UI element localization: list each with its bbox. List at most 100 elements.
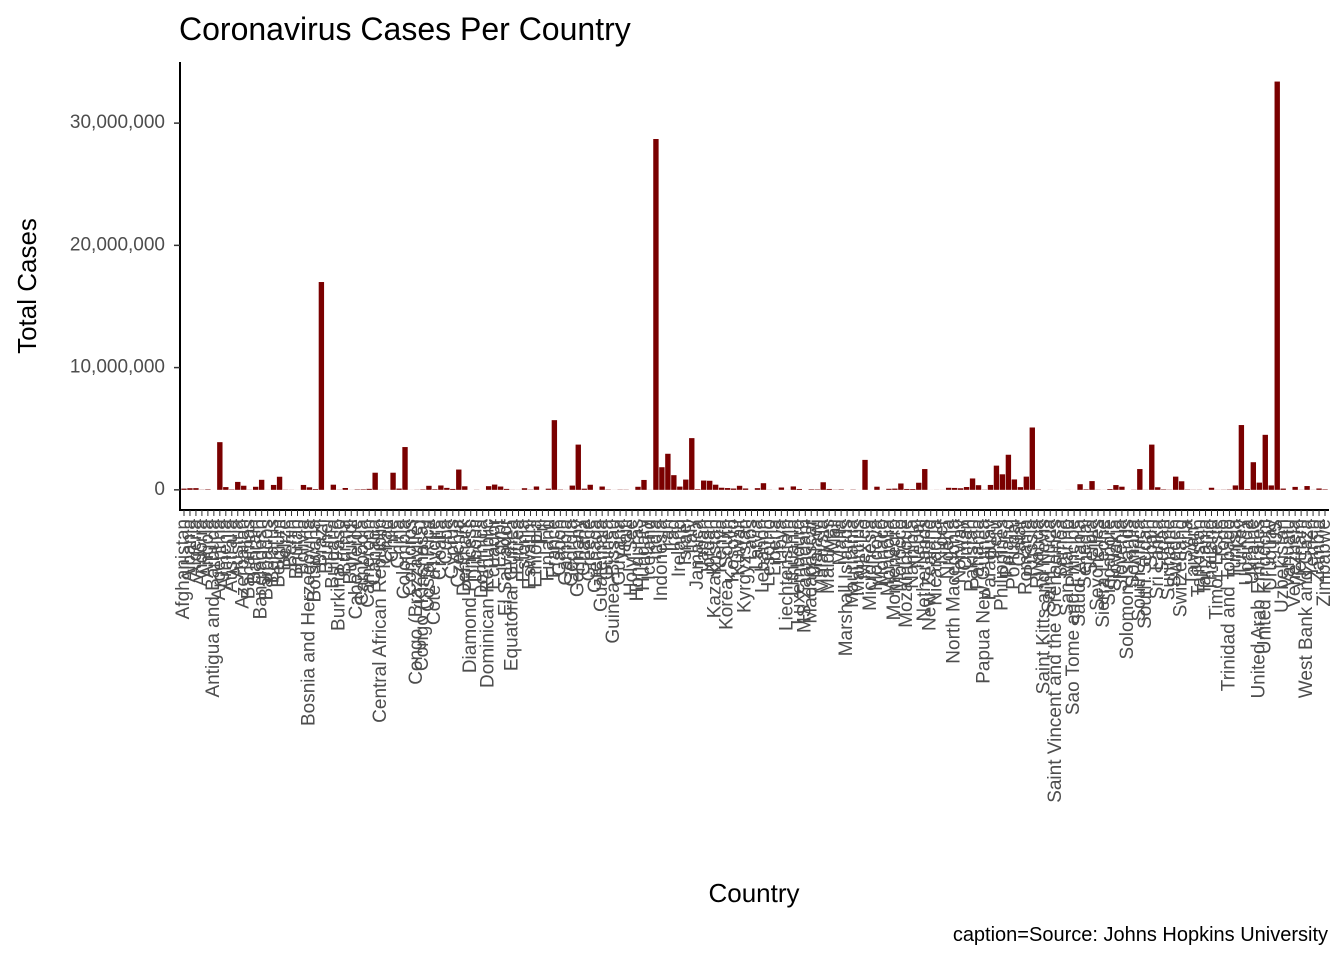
x-tick-label: Iraq xyxy=(663,519,684,552)
bar xyxy=(258,479,265,490)
x-tick-label: Papua New Guinea xyxy=(974,519,995,684)
x-tick-label: Sri Lanka xyxy=(1147,519,1168,600)
x-tick-label: Burkina Faso xyxy=(328,519,349,631)
bar xyxy=(342,487,348,490)
x-tick-label: Somalia xyxy=(1123,519,1144,588)
x-tick-label: Guinea xyxy=(597,519,618,581)
x-tick-label: Georgia xyxy=(561,519,582,587)
bar xyxy=(276,476,283,490)
bar xyxy=(1274,81,1280,490)
x-tick-label: Panama xyxy=(968,519,989,590)
x-tick-label: Yemen xyxy=(1302,519,1323,577)
x-tick-label: Armenia xyxy=(215,519,236,590)
x-tick-label: Saint Lucia xyxy=(1039,519,1060,613)
x-tick-label: South Sudan xyxy=(1135,519,1156,629)
x-tick-label: Venezuela xyxy=(1284,519,1305,608)
bar xyxy=(653,139,659,490)
bar xyxy=(581,488,587,490)
x-tick-label: Korea, South xyxy=(717,519,738,630)
x-tick-label: Dominica xyxy=(472,519,493,599)
bar xyxy=(1262,434,1268,490)
bar xyxy=(904,488,910,490)
x-tick-label: Taiwan* xyxy=(1183,518,1204,585)
x-tick-label: Guyana xyxy=(609,519,630,586)
x-tick-label: Iran xyxy=(657,519,678,552)
x-tick-label: Timor-Leste xyxy=(1206,519,1227,620)
bar xyxy=(521,488,528,490)
bar xyxy=(235,481,241,490)
x-tick-label: Congo (Kinshasa) xyxy=(412,519,433,671)
x-tick-label: Central African Republic xyxy=(370,519,391,723)
x-tick-label: Iceland xyxy=(639,519,660,580)
bar xyxy=(1250,462,1257,490)
x-tick-label: Burma xyxy=(334,519,355,575)
x-tick-label: Gambia xyxy=(555,519,576,586)
x-tick-label: Burundi xyxy=(340,519,361,585)
x-tick-label: Oman xyxy=(956,519,977,571)
x-tick-label: Kazakhstan xyxy=(705,519,726,618)
x-tick-label: Sudan xyxy=(1153,519,1174,574)
bar xyxy=(1077,484,1083,490)
x-tick-label: Belize xyxy=(275,519,296,571)
bar xyxy=(450,488,456,490)
y-tick-label: 10,000,000 xyxy=(70,357,165,378)
x-tick-label: Singapore xyxy=(1099,519,1120,606)
chart-title: Coronavirus Cases Per Country xyxy=(179,11,631,47)
x-tick-label: Turkey xyxy=(1230,519,1251,577)
x-tick-label: Australia xyxy=(221,519,242,593)
x-tick-label: Ecuador xyxy=(484,518,505,589)
x-tick-label: Jordan xyxy=(699,519,720,577)
bar xyxy=(402,447,408,490)
x-tick-label: Fiji xyxy=(531,519,552,543)
x-tick-label: Maldives xyxy=(818,519,839,594)
x-tick-label: Seychelles xyxy=(1087,519,1108,611)
x-tick-label: Sierra Leone xyxy=(1093,519,1114,628)
x-tick-label: Guatemala xyxy=(591,519,612,612)
x-tick-label: Mauritania xyxy=(842,519,863,608)
x-tick-label: Liechtenstein xyxy=(776,519,797,631)
bar xyxy=(1023,476,1030,490)
y-tick-label: 0 xyxy=(154,479,165,500)
x-tick-label: Spain xyxy=(1141,519,1162,568)
x-tick-label: Uzbekistan xyxy=(1272,519,1293,613)
bar xyxy=(1011,479,1018,490)
x-tick-label: Suriname xyxy=(1159,519,1180,600)
bar xyxy=(1089,481,1095,490)
x-tick-label: China xyxy=(388,519,409,569)
x-tick-label: MS Zaandam xyxy=(794,519,815,633)
x-tick-label: Libya xyxy=(770,519,791,565)
x-tick-label: US xyxy=(1266,519,1287,545)
bar xyxy=(892,488,898,490)
bar xyxy=(599,486,605,490)
bar xyxy=(1119,486,1125,490)
x-tick-label: Romania xyxy=(1015,519,1036,595)
x-tick-label: Chad xyxy=(376,519,397,564)
bar xyxy=(462,486,468,490)
x-tick-label: Japan xyxy=(693,519,714,571)
bar xyxy=(820,482,826,490)
x-tick-label: Andorra xyxy=(191,519,212,587)
x-tick-label: India xyxy=(645,519,666,561)
x-tick-label: Colombia xyxy=(394,519,415,600)
bar xyxy=(910,489,916,490)
bar xyxy=(886,488,892,490)
x-tick-label: Croatia xyxy=(430,519,451,581)
bar xyxy=(390,472,396,490)
bar xyxy=(957,488,964,490)
x-tick-label: Togo xyxy=(1212,519,1233,560)
x-tick-label: Gabon xyxy=(549,519,570,576)
x-tick-label: Belarus xyxy=(263,519,284,583)
x-tick-label: Bosnia and Herzegovina xyxy=(298,519,319,726)
x-tick-label: Antigua and Barbuda xyxy=(203,519,224,698)
bar xyxy=(300,484,307,490)
bar xyxy=(1149,444,1155,490)
x-tick-label: Cyprus xyxy=(442,519,463,579)
bar xyxy=(718,487,725,490)
bar xyxy=(665,453,671,490)
x-tick-label: Israel xyxy=(675,519,696,565)
x-tick-label: Bulgaria xyxy=(322,519,343,589)
bar xyxy=(181,488,187,490)
bar xyxy=(796,488,802,490)
x-tick-label: Tanzania xyxy=(1195,519,1216,595)
bar xyxy=(1172,476,1179,490)
